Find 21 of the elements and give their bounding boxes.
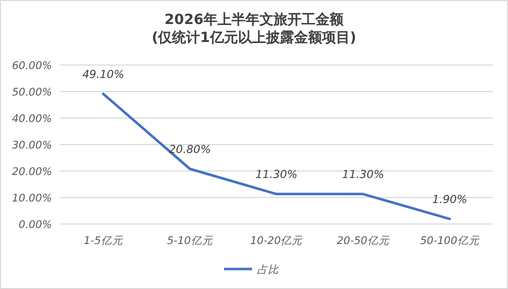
y-tick-label: 10.00% <box>12 192 52 204</box>
x-tick-label: 20-50亿元 <box>336 235 390 247</box>
y-tick-label: 20.00% <box>12 166 52 178</box>
y-tick-label: 40.00% <box>12 113 52 125</box>
data-label: 11.30% <box>256 168 298 182</box>
data-label: 49.10% <box>82 68 124 81</box>
legend-label: 占比 <box>257 264 279 276</box>
x-tick-label: 1-5亿元 <box>84 235 124 247</box>
data-label: 20.80% <box>168 142 211 156</box>
legend: 占比 <box>224 264 279 276</box>
y-tick-label: 60.00% <box>12 60 52 72</box>
title: 2026年上半年文旅开工金额 <box>164 12 344 28</box>
x-tick-label: 50-100亿元 <box>420 235 480 247</box>
y-tick-label: 0.00% <box>18 219 52 231</box>
subtitle: (仅统计1亿元以上披露金额项目) <box>152 30 356 46</box>
y-tick-label: 30.00% <box>12 140 52 152</box>
data-label: 1.90% <box>432 192 468 206</box>
data-label: 11.30% <box>342 168 384 182</box>
y-tick-label: 50.00% <box>12 86 52 98</box>
x-tick-label: 5-10亿元 <box>166 235 214 247</box>
x-tick-label: 10-20亿元 <box>250 235 304 247</box>
